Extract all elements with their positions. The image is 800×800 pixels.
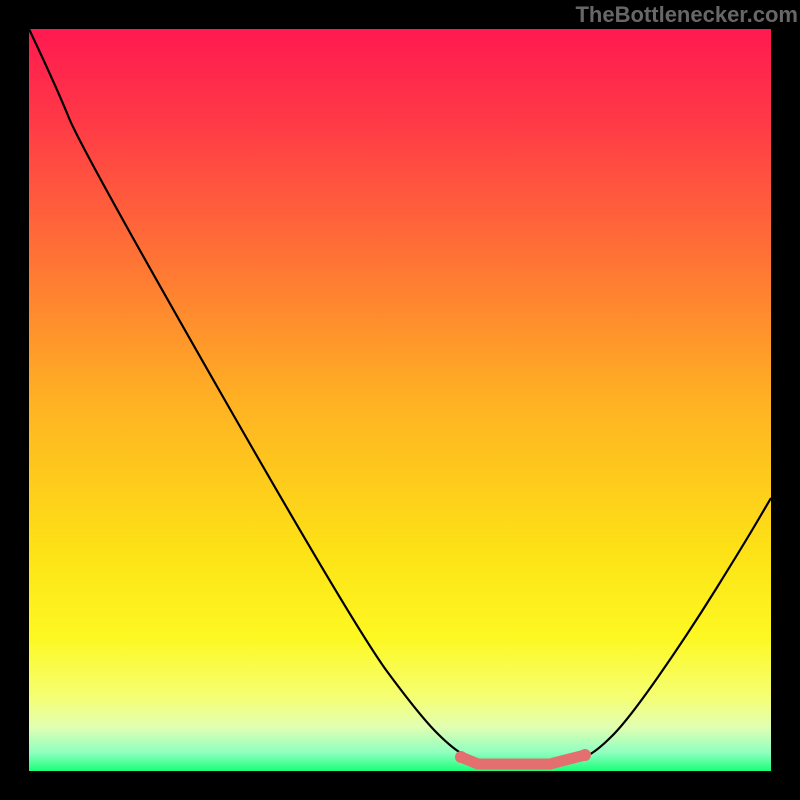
curve-overlay	[0, 0, 800, 800]
valley-highlight-dot	[579, 749, 591, 761]
bottleneck-curve	[29, 29, 771, 765]
plot-frame	[0, 771, 800, 800]
valley-highlight-dot	[455, 751, 467, 763]
plot-frame	[0, 0, 29, 800]
watermark-text: TheBottlenecker.com	[575, 2, 798, 28]
plot-frame	[771, 0, 800, 800]
